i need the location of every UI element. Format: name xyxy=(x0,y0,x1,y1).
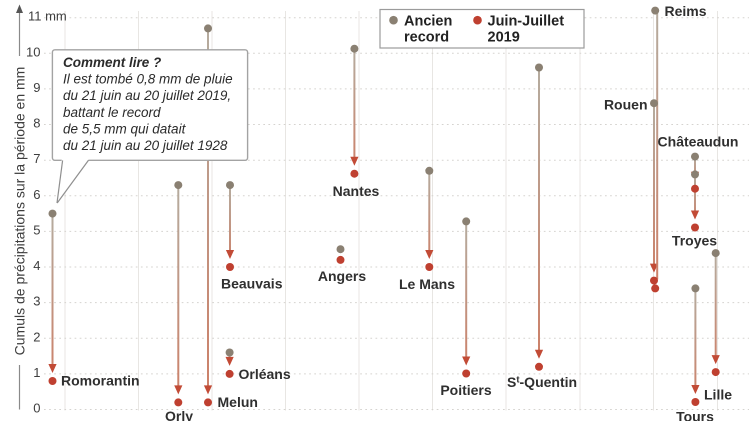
svg-text:Reims: Reims xyxy=(665,3,707,19)
svg-text:Tours: Tours xyxy=(676,409,714,421)
svg-text:7: 7 xyxy=(33,151,40,166)
svg-text:St-Quentin: St-Quentin xyxy=(507,374,577,390)
svg-text:Lille: Lille xyxy=(704,387,732,403)
svg-text:2: 2 xyxy=(33,329,40,344)
svg-text:Nantes: Nantes xyxy=(333,183,380,199)
svg-text:Châteaudun: Châteaudun xyxy=(658,134,739,150)
svg-text:1: 1 xyxy=(33,365,40,380)
svg-text:Le Mans: Le Mans xyxy=(399,276,455,292)
svg-text:Ancien: Ancien xyxy=(404,14,452,30)
svg-text:battant le record: battant le record xyxy=(63,105,161,120)
svg-text:Beauvais: Beauvais xyxy=(221,276,283,292)
svg-text:record: record xyxy=(404,30,449,46)
svg-text:11 mm: 11 mm xyxy=(28,9,67,24)
svg-text:Juin-Juillet: Juin-Juillet xyxy=(488,14,565,30)
svg-text:10: 10 xyxy=(26,44,40,59)
svg-text:0: 0 xyxy=(33,401,40,416)
svg-text:5: 5 xyxy=(33,222,40,237)
svg-text:Il est tombé 0,8 mm de pluie: Il est tombé 0,8 mm de pluie xyxy=(63,72,233,87)
svg-text:Orléans: Orléans xyxy=(239,366,291,382)
svg-text:Troyes: Troyes xyxy=(672,233,717,249)
svg-text:du 21 juin au 20 juillet 1928: du 21 juin au 20 juillet 1928 xyxy=(63,138,228,153)
svg-text:9: 9 xyxy=(33,80,40,95)
svg-text:Cumuls de précipitations sur l: Cumuls de précipitations sur la période … xyxy=(12,67,28,356)
svg-text:Romorantin: Romorantin xyxy=(61,373,140,389)
svg-text:Melun: Melun xyxy=(218,394,258,410)
svg-text:Angers: Angers xyxy=(318,268,366,284)
svg-text:de 5,5 mm qui datait: de 5,5 mm qui datait xyxy=(63,121,187,136)
svg-text:6: 6 xyxy=(33,187,40,202)
svg-text:Poitiers: Poitiers xyxy=(440,382,492,398)
svg-text:Comment lire ?: Comment lire ? xyxy=(63,55,161,70)
svg-text:du 21 juin au 20 juillet 2019,: du 21 juin au 20 juillet 2019, xyxy=(63,88,231,103)
svg-text:Orly: Orly xyxy=(165,408,193,421)
svg-text:3: 3 xyxy=(33,294,40,309)
svg-text:Rouen: Rouen xyxy=(604,97,648,113)
svg-text:2019: 2019 xyxy=(488,30,520,46)
svg-text:8: 8 xyxy=(33,116,40,131)
svg-text:4: 4 xyxy=(33,258,40,273)
